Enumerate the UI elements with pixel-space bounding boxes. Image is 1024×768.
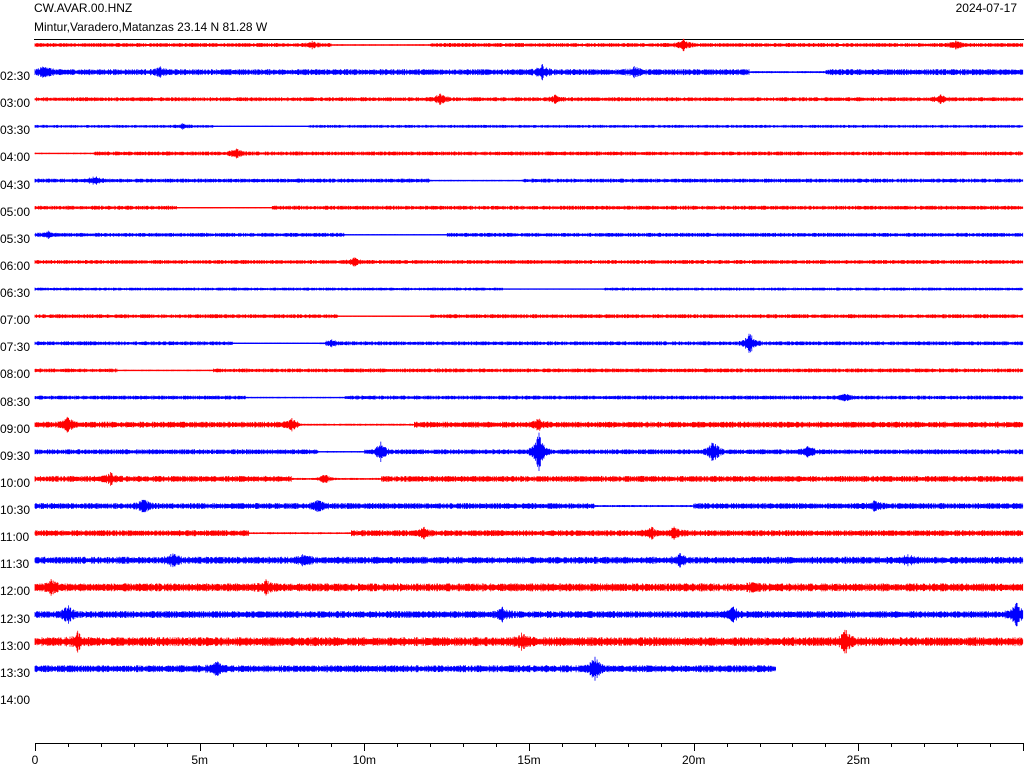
trace-row — [34, 393, 1024, 402]
row-time-label: 07:00 — [0, 313, 31, 328]
x-tick-label: 15m — [517, 753, 541, 767]
x-tick-label: 20m — [681, 753, 706, 767]
row-time-label: 10:00 — [0, 475, 31, 490]
trace-row — [34, 432, 1024, 471]
row-time-label: 09:00 — [0, 421, 31, 436]
row-time-label: 11:30 — [0, 557, 30, 572]
row-time-label: 08:30 — [0, 394, 31, 409]
trace-row — [34, 64, 1024, 81]
trace-row — [34, 333, 1024, 353]
station-location: Mintur,Varadero,Matanzas 23.14 N 81.28 W — [34, 20, 268, 34]
row-time-label: 11:00 — [0, 530, 30, 545]
row-time-label: 02:30 — [0, 69, 31, 84]
trace-row — [34, 602, 1024, 627]
trace-row — [34, 472, 1024, 486]
row-time-label: 06:00 — [0, 258, 31, 273]
row-time-label: 03:00 — [0, 96, 31, 111]
row-time-label: 14:00 — [0, 692, 31, 707]
trace-row — [34, 579, 1024, 596]
trace-row — [34, 230, 1024, 239]
row-time-label: 12:30 — [0, 611, 31, 626]
trace-row — [34, 368, 1024, 373]
row-time-label: 06:30 — [0, 286, 31, 301]
row-time-label: 04:30 — [0, 177, 31, 192]
trace-row — [34, 176, 1024, 185]
trace-row — [34, 526, 1024, 540]
row-time-label: 03:30 — [0, 123, 31, 138]
row-time-label: 13:30 — [0, 665, 31, 680]
row-time-label: 05:00 — [0, 204, 31, 219]
row-time-label: 08:00 — [0, 367, 31, 382]
record-date: 2024-07-17 — [955, 1, 1017, 15]
trace-row — [34, 416, 1024, 433]
trace-row — [34, 148, 1024, 159]
row-time-label: 07:30 — [0, 340, 31, 355]
x-tick-label: 0 — [31, 753, 39, 767]
trace-row — [34, 257, 1024, 267]
row-time-label: 13:00 — [0, 638, 31, 653]
x-tick-label: 10m — [352, 753, 376, 767]
trace-row — [34, 656, 776, 681]
row-time-label: 05:30 — [0, 231, 31, 246]
trace-row — [34, 123, 1024, 130]
x-tick-label: 5m — [191, 753, 208, 767]
row-time-label: 10:30 — [0, 503, 31, 518]
trace-row — [34, 38, 1024, 52]
trace-row — [34, 205, 1024, 210]
row-time-label: 09:30 — [0, 448, 31, 463]
trace-row — [34, 93, 1024, 105]
trace-row — [34, 499, 1024, 513]
row-time-label: 12:00 — [0, 584, 31, 599]
row-time-label: 04:00 — [0, 150, 31, 165]
trace-row — [34, 287, 1024, 291]
trace-row — [34, 629, 1024, 654]
trace-row — [34, 314, 1024, 319]
station-title: CW.AVAR.00.HNZ — [34, 1, 133, 15]
x-tick-label: 25m — [846, 753, 870, 767]
trace-row — [34, 553, 1024, 568]
